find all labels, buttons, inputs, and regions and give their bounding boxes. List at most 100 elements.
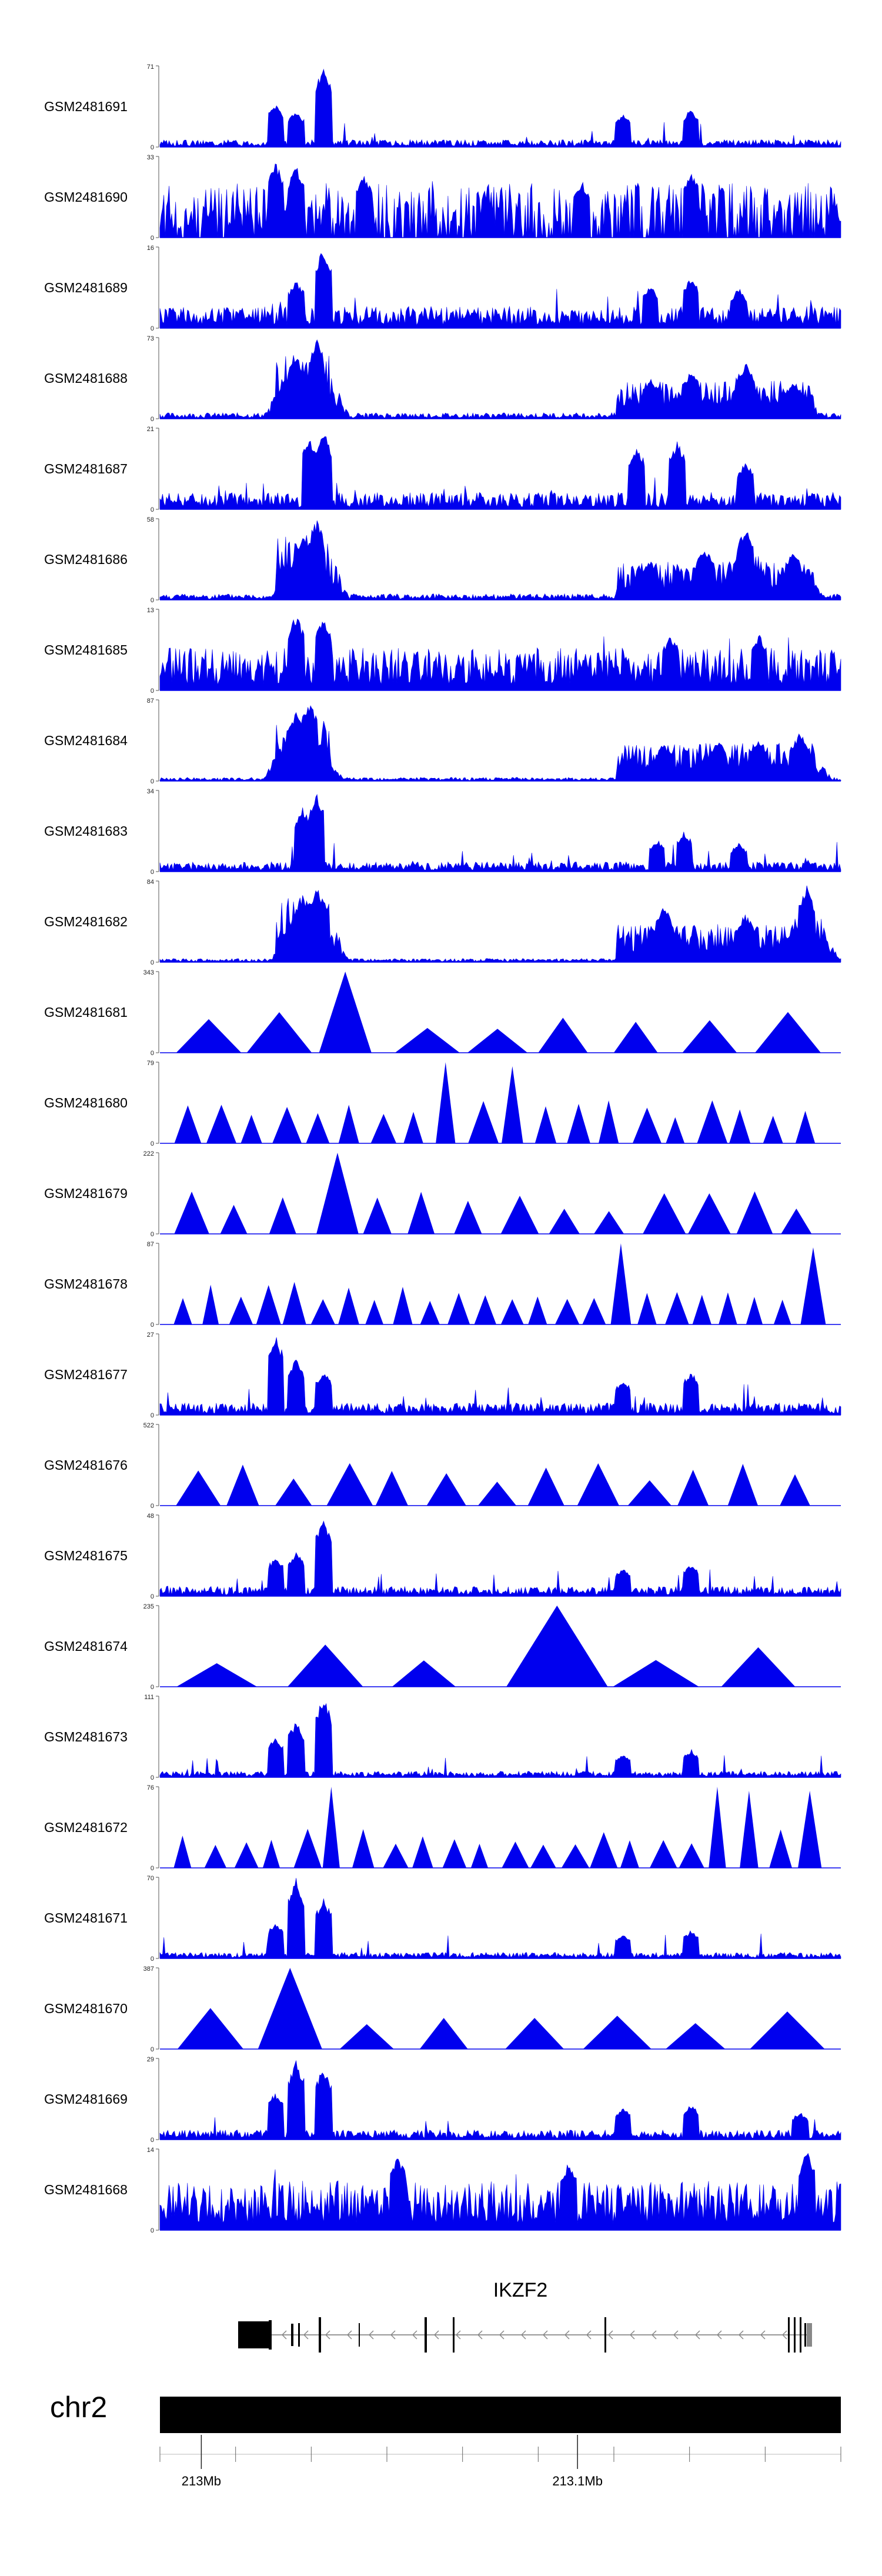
signal-triangle xyxy=(319,972,372,1053)
strand-arrow xyxy=(303,2330,309,2340)
signal-triangle xyxy=(528,1296,547,1324)
signal-triangle xyxy=(375,1471,408,1506)
signal-triangle xyxy=(395,1027,460,1053)
signal-triangle xyxy=(202,1284,219,1324)
signal-triangle xyxy=(502,1066,523,1143)
signal-triangle xyxy=(229,1296,253,1324)
signal-triangle xyxy=(467,1029,528,1053)
signal-triangle xyxy=(577,1463,619,1506)
signal-triangle xyxy=(637,1293,657,1324)
signal-triangle xyxy=(719,1292,737,1324)
signal-triangle xyxy=(697,1100,728,1143)
signal-triangle xyxy=(583,2016,652,2049)
signal-triangle xyxy=(613,1022,658,1053)
track-label: GSM2481683 xyxy=(44,823,128,839)
signal-triangle xyxy=(468,1101,499,1143)
y-min-label: 0 xyxy=(151,869,154,876)
signal-triangle xyxy=(627,1480,671,1506)
signal-triangle xyxy=(176,1019,242,1053)
signal-triangle xyxy=(613,1660,699,1687)
strand-arrow xyxy=(607,2330,613,2340)
signal-triangle xyxy=(174,1192,209,1234)
y-max-label: 79 xyxy=(147,1060,154,1067)
strand-arrow xyxy=(629,2330,635,2340)
y-min-label: 0 xyxy=(151,688,154,695)
exon xyxy=(604,2317,606,2353)
signal-triangle xyxy=(727,1463,759,1506)
signal-triangle xyxy=(477,1481,517,1506)
track-label: GSM2481672 xyxy=(44,1820,128,1835)
track-label: GSM2481679 xyxy=(44,1186,128,1201)
signal-triangle xyxy=(234,1842,259,1868)
signal-triangle xyxy=(736,1191,773,1234)
y-min-label: 0 xyxy=(151,235,154,242)
genomic-axis: 213Mb 213.1Mb xyxy=(159,2435,841,2488)
signal-triangle xyxy=(256,1285,281,1324)
y-min-label: 0 xyxy=(151,1322,154,1329)
signal-triangle xyxy=(442,1839,467,1868)
track-GSM2481669: GSM2481669 29 0 xyxy=(44,2056,841,2144)
strand-arrow xyxy=(477,2330,483,2340)
signal-triangle xyxy=(310,1299,335,1324)
signal-triangle xyxy=(339,2024,394,2049)
signal-triangle xyxy=(594,1211,624,1234)
signal-triangle xyxy=(407,1192,435,1234)
signal-triangle xyxy=(506,1606,608,1687)
signal-triangle xyxy=(454,1200,482,1234)
y-min-label: 0 xyxy=(151,1050,154,1057)
track-label: GSM2481682 xyxy=(44,914,128,929)
signal-triangle xyxy=(561,1844,590,1868)
utr-exon xyxy=(238,2321,269,2348)
track-GSM2481668: GSM2481668 14 0 xyxy=(44,2147,841,2234)
track-GSM2481688: GSM2481688 73 0 xyxy=(44,335,841,423)
signal-area xyxy=(159,794,841,872)
signal-triangle xyxy=(262,1840,280,1868)
signal-triangle xyxy=(763,1116,783,1143)
track-GSM2481675: GSM2481675 48 0 xyxy=(44,1513,841,1600)
signal-triangle xyxy=(781,1208,812,1234)
y-min-label: 0 xyxy=(151,597,154,604)
signal-triangle xyxy=(306,1113,330,1143)
signal-area xyxy=(159,520,841,600)
track-GSM2481677: GSM2481677 27 0 xyxy=(44,1332,841,1419)
signal-triangle xyxy=(174,1105,202,1143)
signal-triangle xyxy=(206,1105,237,1143)
signal-area xyxy=(159,68,841,148)
signal-triangle xyxy=(326,1463,373,1506)
y-min-label: 0 xyxy=(151,959,154,966)
signal-triangle xyxy=(246,1012,312,1053)
signal-triangle xyxy=(709,1787,726,1868)
y-max-label: 387 xyxy=(143,1966,154,1973)
track-label: GSM2481680 xyxy=(44,1095,128,1110)
signal-triangle xyxy=(567,1103,590,1143)
track-GSM2481671: GSM2481671 70 0 xyxy=(44,1875,841,1963)
axis-tick-label: 213Mb xyxy=(182,2474,221,2488)
y-max-label: 73 xyxy=(147,335,154,342)
exon xyxy=(453,2317,455,2353)
exon xyxy=(298,2323,300,2347)
signal-triangle xyxy=(436,1062,456,1143)
signal-triangle xyxy=(177,2008,243,2049)
signal-area xyxy=(159,705,841,782)
signal-triangle xyxy=(692,1294,711,1324)
track-label: GSM2481688 xyxy=(44,371,128,386)
y-max-label: 111 xyxy=(144,1694,154,1701)
signal-triangle xyxy=(412,1836,433,1868)
signal-triangle xyxy=(780,1474,810,1506)
signal-triangle xyxy=(370,1114,397,1143)
signal-area xyxy=(159,339,841,419)
signal-triangle xyxy=(403,1112,423,1143)
track-GSM2481680: GSM2481680 79 0 xyxy=(44,1060,841,1147)
track-label: GSM2481673 xyxy=(44,1729,128,1744)
signal-triangle xyxy=(798,1790,822,1868)
track-GSM2481670: GSM2481670 387 0 xyxy=(44,1966,841,2053)
track-label: GSM2481687 xyxy=(44,461,128,476)
signal-triangle xyxy=(352,1829,375,1868)
signal-triangle xyxy=(173,1836,192,1868)
y-max-label: 13 xyxy=(147,607,154,614)
strand-arrow xyxy=(738,2330,744,2340)
signal-triangle xyxy=(538,1017,588,1053)
signal-triangle xyxy=(649,1840,677,1868)
strand-arrow xyxy=(520,2330,526,2340)
signal-triangle xyxy=(419,2018,468,2049)
